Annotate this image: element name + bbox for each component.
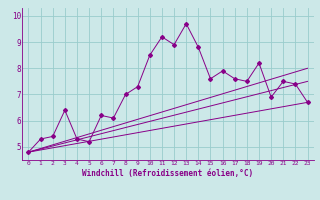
X-axis label: Windchill (Refroidissement éolien,°C): Windchill (Refroidissement éolien,°C) — [83, 169, 253, 178]
